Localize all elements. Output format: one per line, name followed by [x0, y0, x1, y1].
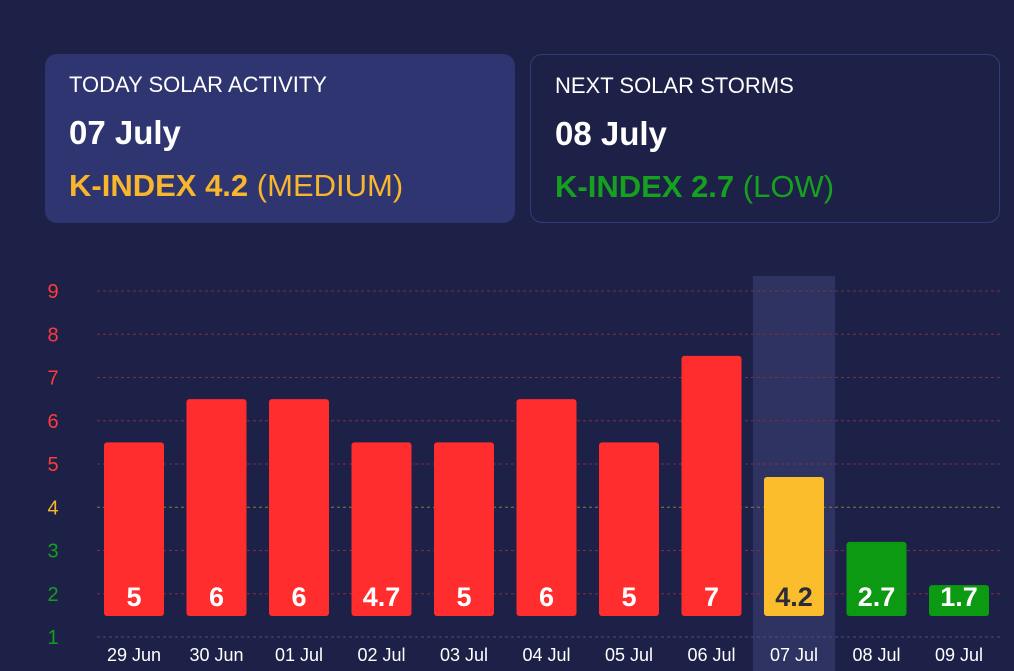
- x-tick-label: 08 Jul: [852, 645, 900, 665]
- bar-value-label: 5: [456, 582, 471, 612]
- bar: [104, 442, 164, 616]
- today-label: TODAY SOLAR ACTIVITY: [69, 72, 327, 97]
- x-tick-label: 03 Jul: [440, 645, 488, 665]
- bar-value-label: 2.7: [858, 582, 896, 612]
- bar-value-label: 6: [209, 582, 224, 612]
- bar: [434, 442, 494, 616]
- x-tick-label: 06 Jul: [687, 645, 735, 665]
- bar: [269, 399, 329, 616]
- next-label: NEXT SOLAR STORMS: [555, 73, 794, 98]
- next-storms-card: NEXT SOLAR STORMS 08 July K-INDEX 2.7 (L…: [530, 54, 1000, 223]
- today-kindex-value: K-INDEX 4.2: [69, 168, 249, 203]
- bar-value-label: 5: [621, 582, 636, 612]
- next-date: 08 July: [555, 115, 667, 152]
- bar-value-label: 6: [539, 582, 554, 612]
- x-tick-label: 02 Jul: [357, 645, 405, 665]
- y-tick-label: 5: [47, 454, 58, 476]
- x-tick-label: 04 Jul: [522, 645, 570, 665]
- bar: [351, 442, 412, 616]
- y-tick-label: 8: [47, 324, 58, 346]
- bar: [516, 399, 577, 616]
- y-tick-label: 7: [47, 368, 58, 390]
- x-tick-label: 30 Jun: [189, 645, 243, 665]
- y-tick-label: 3: [47, 541, 58, 563]
- y-tick-label: 2: [47, 584, 58, 606]
- bar: [186, 399, 247, 616]
- bar-value-label: 6: [291, 582, 306, 612]
- bar: [929, 585, 989, 616]
- bar: [681, 355, 742, 616]
- x-tick-label: 07 Jul: [770, 645, 818, 665]
- next-kindex-value: K-INDEX 2.7: [555, 169, 735, 204]
- x-tick-label: 29 Jun: [107, 645, 161, 665]
- bar-value-label: 4.2: [775, 582, 813, 612]
- bar-value-label: 4.7: [363, 582, 401, 612]
- bar: [846, 541, 907, 616]
- x-tick-label: 05 Jul: [605, 645, 653, 665]
- bar: [599, 442, 659, 616]
- bar: [764, 476, 824, 616]
- today-date: 07 July: [69, 114, 181, 151]
- bar-value-label: 7: [704, 582, 719, 612]
- y-tick-label: 6: [47, 411, 58, 433]
- next-kindex: K-INDEX 2.7 (LOW): [555, 169, 975, 205]
- bar-value-label: 5: [126, 582, 141, 612]
- today-kindex-level: (MEDIUM): [256, 168, 404, 203]
- y-tick-label: 9: [47, 281, 58, 303]
- today-kindex: K-INDEX 4.2 (MEDIUM): [69, 168, 491, 204]
- y-tick-label: 4: [47, 497, 58, 519]
- today-activity-card: TODAY SOLAR ACTIVITY 07 July K-INDEX 4.2…: [45, 54, 515, 223]
- x-tick-label: 01 Jul: [275, 645, 323, 665]
- next-kindex-level: (LOW): [742, 169, 835, 204]
- x-tick-label: 09 Jul: [935, 645, 983, 665]
- bar-value-label: 1.7: [940, 582, 978, 612]
- y-tick-label: 1: [47, 627, 58, 649]
